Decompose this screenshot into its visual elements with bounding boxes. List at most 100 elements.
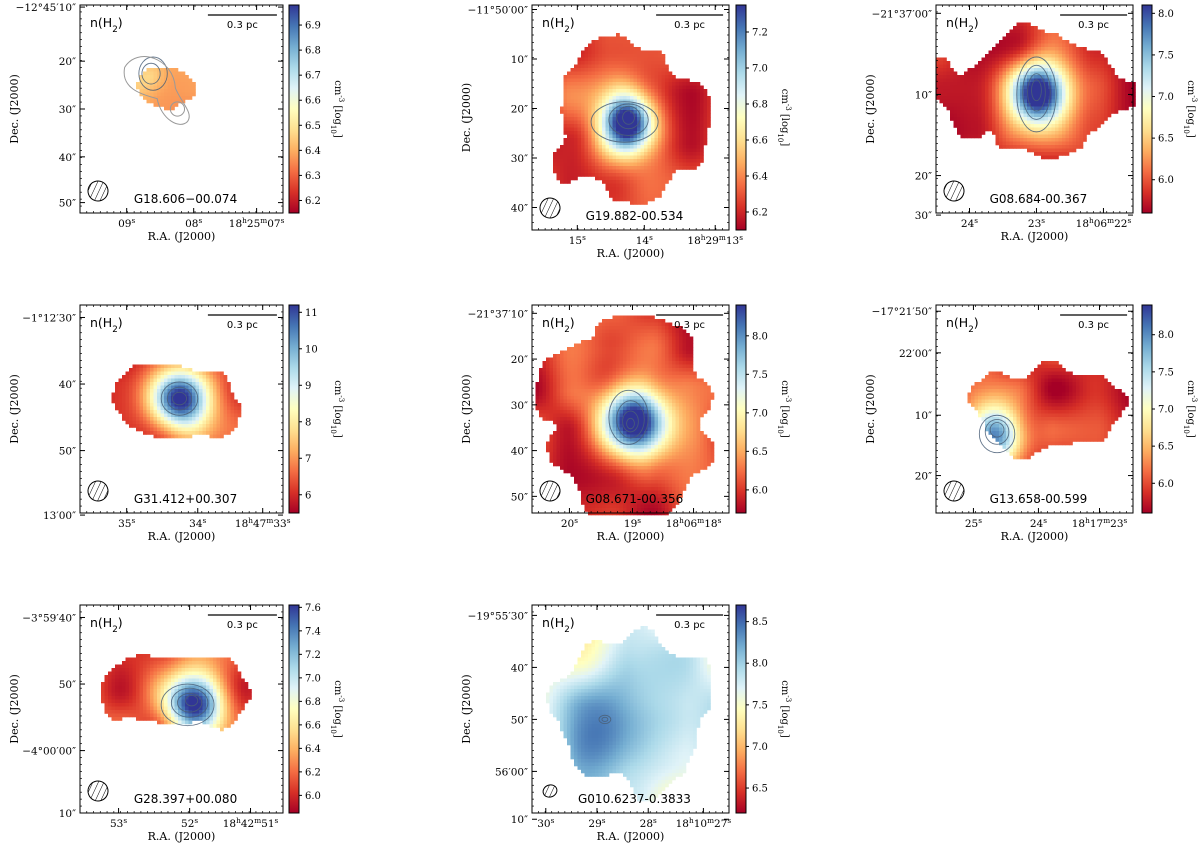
colorbar-tick-label: 6.9 [305, 21, 321, 32]
y-axis-label: Dec. (J2000) [8, 74, 21, 143]
colorbar-tick-label: 6.0 [752, 485, 768, 496]
density-map [535, 315, 715, 516]
colorbar-tick-label: 6.3 [305, 171, 321, 182]
colorbar-tick-label: 7.5 [752, 700, 768, 711]
colorbar-tick-label: 6.5 [1158, 442, 1174, 453]
scale-bar-label: 0.3 pc [1078, 320, 1109, 331]
colorbar-tick-label: 7.4 [305, 626, 321, 637]
x-tick-label: 25s [965, 516, 982, 531]
colorbar-tick-label: 8.5 [752, 617, 768, 628]
x-tick-label: 24s [1030, 516, 1047, 531]
density-map [967, 361, 1129, 460]
source-name: G31.412+00.307 [134, 492, 237, 506]
x-tick-label: 18h17m23s [1072, 516, 1128, 531]
scale-bar-label: 0.3 pc [227, 20, 258, 31]
colorbar [735, 4, 747, 231]
y-tick-label: 10″ [59, 808, 76, 820]
x-tick-label: 23s [1028, 216, 1045, 231]
colorbar-label: cm-3 [log10] [329, 80, 345, 138]
density-map [136, 68, 196, 111]
colorbar-tick-label: 11 [305, 308, 318, 319]
y-tick-label: 50″ [59, 446, 76, 458]
panel-label: n(H2) [946, 15, 979, 35]
x-axis-label: R.A. (J2000) [148, 530, 216, 543]
colorbar [735, 304, 747, 514]
x-axis-label: R.A. (J2000) [597, 530, 665, 543]
scale-bar-label: 0.3 pc [674, 320, 705, 331]
scale-bar-label: 0.3 pc [674, 620, 705, 631]
colorbar-tick-label: 8.0 [1158, 9, 1174, 20]
x-axis-label: R.A. (J2000) [148, 230, 216, 243]
y-tick-label: 30″ [511, 400, 528, 412]
x-tick-label: 18h47m33s [235, 516, 291, 531]
x-tick-label: 24s [961, 216, 978, 231]
x-axis-label: R.A. (J2000) [148, 830, 216, 843]
panel-5: 20s 19s 18h06m18s −21°37′10″ 20″ 30″ 40″ 50″ R.A… [460, 304, 792, 543]
y-tick-label: 50″ [59, 679, 76, 691]
colorbar-tick-label: 6.6 [752, 136, 768, 147]
y-tick-label: 56′00″ [495, 766, 528, 778]
colorbar-tick-label: 6.5 [305, 121, 321, 132]
y-tick-label: 20″ [59, 56, 76, 68]
colorbar [288, 304, 300, 514]
x-tick-label: 18h25m07s [229, 216, 285, 231]
panel-1: 09s 08s 18h25m07s −12°45′10″ 20″ 30″ 40″ 50″ R.A… [8, 2, 345, 243]
colorbar-tick-label: 7.5 [1158, 50, 1174, 61]
panel-2: 15s 14s 18h29m13s −11°50′00″ 10″ 20″ 30″ 40″ R.A… [460, 4, 792, 260]
panel-label: n(H2) [90, 15, 123, 35]
x-tick-label: 18h10m27s [676, 816, 732, 831]
colorbar-tick-label: 7.0 [1158, 92, 1174, 103]
scale-bar-label: 0.3 pc [227, 320, 258, 331]
colorbar-tick-label: 9 [305, 381, 311, 392]
panel-label: n(H2) [946, 315, 979, 335]
x-axis-label: R.A. (J2000) [597, 247, 665, 260]
y-tick-label: −17°21′50″ [872, 306, 933, 318]
y-tick-label: 20″ [915, 471, 932, 483]
y-tick-label: 13′00″ [43, 510, 76, 522]
colorbar-tick-label: 6.0 [305, 791, 321, 802]
y-tick-label: 40″ [59, 379, 76, 391]
density-contours [978, 414, 1016, 454]
x-tick-label: 34s [189, 516, 206, 531]
y-tick-label: 10″ [511, 54, 528, 66]
colorbar-tick-label: 7.6 [305, 603, 321, 614]
colorbar-tick-label: 7.2 [305, 650, 321, 661]
colorbar-tick-label: 8.0 [752, 659, 768, 670]
scale-bar-label: 0.3 pc [1078, 20, 1109, 31]
y-tick-label: 50″ [511, 491, 528, 503]
source-name: G08.671-00.356 [586, 492, 684, 506]
y-tick-label: 20″ [511, 104, 528, 116]
x-tick-label: 09s [118, 216, 135, 231]
y-tick-label: −4°00′00″ [22, 746, 76, 758]
y-tick-label: −19°55′30″ [468, 610, 529, 622]
x-axis-label: R.A. (J2000) [597, 830, 665, 843]
y-tick-label: 40″ [511, 446, 528, 458]
x-tick-label: 35s [118, 516, 135, 531]
colorbar [1141, 304, 1153, 514]
x-tick-label: 19s [624, 516, 641, 531]
colorbar-tick-label: 7.5 [1158, 367, 1174, 378]
colorbar-label: cm-3 [log10] [329, 680, 345, 738]
x-axis-label: R.A. (J2000) [1001, 530, 1069, 543]
density-contours [598, 714, 612, 725]
colorbar-tick-label: 7.0 [1158, 405, 1174, 416]
colorbar-tick-label: 7 [305, 454, 311, 465]
colorbar-tick-label: 7.0 [752, 742, 768, 753]
y-axis-label: Dec. (J2000) [8, 374, 21, 443]
x-axis-label: R.A. (J2000) [1001, 230, 1069, 243]
colorbar-tick-label: 10 [305, 344, 318, 355]
colorbar-tick-label: 7.0 [305, 673, 321, 684]
colorbar-tick-label: 6.4 [305, 744, 321, 755]
axes-frame [79, 4, 284, 214]
colorbar-tick-label: 6.5 [752, 447, 768, 458]
colorbar-label: cm-3 [log10] [1182, 380, 1198, 438]
colorbar-label: cm-3 [log10] [776, 680, 792, 738]
y-tick-label: 50″ [59, 198, 76, 210]
beam-ellipse [539, 480, 561, 502]
panel-3: 24s 23s 18h06m22s −21°37′00″ 10″ 20″ 30″ R.A. (… [864, 4, 1198, 243]
x-tick-label: 28s [640, 816, 657, 831]
density-contours [123, 56, 190, 125]
density-map [553, 33, 711, 205]
panel-8: 30s 29s 28s 18h10m27s −19°55′30″ 40″ 50″ 56′00″… [460, 604, 792, 843]
